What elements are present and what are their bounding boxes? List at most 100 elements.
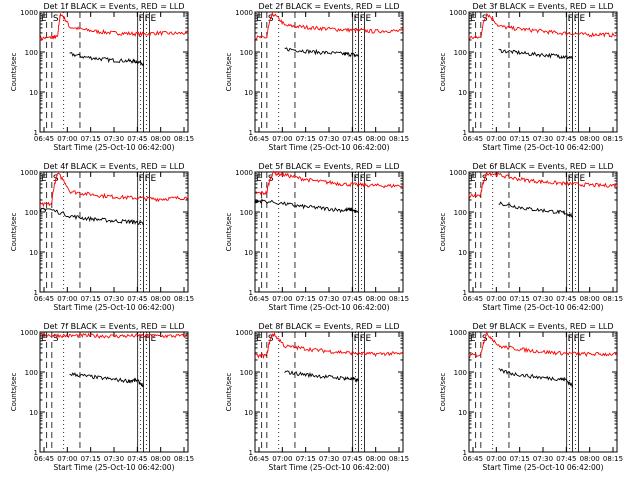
time-marker-label: E [366, 14, 372, 24]
chart-title: Det 9f BLACK = Events, RED = LLD [472, 322, 613, 331]
time-marker-label: F [145, 14, 150, 24]
chart-panel-2: Det 2f BLACK = Events, RED = LLD 1 10 100 10… [225, 2, 409, 152]
y-tick-label: 1000 [449, 329, 467, 337]
y-tick-label: 10 [458, 409, 467, 417]
x-tick-label: 07:15 [81, 135, 101, 143]
x-tick-label: 07:15 [510, 455, 530, 463]
x-tick-label: 08:15 [174, 135, 194, 143]
x-tick-label: 08:15 [389, 295, 409, 303]
y-tick-label: 1000 [235, 9, 253, 17]
y-tick-label: 1000 [20, 169, 38, 177]
time-marker-label: E [470, 174, 476, 184]
y-tick-label: 1 [34, 289, 38, 297]
x-axis-label: Start Time (25-Oct-10 06:42:00) [482, 143, 603, 152]
x-tick-label: 06:45 [249, 295, 269, 303]
x-tick-label: 06:45 [34, 135, 54, 143]
y-axis-label: Counts/sec [10, 213, 18, 252]
time-marker-label: E [151, 334, 157, 344]
x-tick-label: 07:00 [486, 455, 506, 463]
plot-frame [39, 331, 189, 453]
x-tick-label: 07:30 [319, 135, 339, 143]
x-tick-label: 08:00 [366, 135, 386, 143]
x-axis-label: Start Time (25-Oct-10 06:42:00) [268, 143, 389, 152]
plot-frame [468, 171, 618, 293]
time-marker-label: F [574, 334, 579, 344]
y-tick-label: 1 [249, 449, 253, 457]
y-axis-label: Counts/sec [10, 373, 18, 412]
y-tick-label: 10 [458, 89, 467, 97]
time-marker-label: F [354, 334, 359, 344]
y-axis-label: Counts/sec [10, 53, 18, 92]
y-tick-label: 100 [25, 49, 38, 57]
x-tick-label: 06:45 [34, 295, 54, 303]
y-tick-label: 10 [244, 409, 253, 417]
x-tick-label: 07:30 [319, 455, 339, 463]
series-line-events [254, 197, 359, 214]
x-tick-label: 07:15 [510, 295, 530, 303]
time-marker-label: F [574, 174, 579, 184]
chart-title: Det 4f BLACK = Events, RED = LLD [43, 162, 184, 171]
x-tick-label: 08:15 [603, 455, 623, 463]
x-tick-label: 06:45 [463, 455, 483, 463]
x-tick-label: 07:30 [533, 295, 553, 303]
x-tick-label: 07:45 [342, 135, 362, 143]
series-line-events [69, 372, 144, 388]
x-axis-label: Start Time (25-Oct-10 06:42:00) [53, 303, 174, 312]
series-line-events [498, 201, 574, 218]
time-marker-label: F [145, 174, 150, 184]
x-tick-label: 07:30 [319, 295, 339, 303]
x-tick-label: 07:30 [104, 135, 124, 143]
plot-frame [254, 11, 404, 133]
series-line-lld [468, 330, 618, 359]
time-marker-label: E [41, 334, 47, 344]
time-marker-label: E [470, 334, 476, 344]
series-line-lld [254, 170, 404, 196]
x-tick-label: 06:45 [34, 455, 54, 463]
chart-panel-5: Det 5f BLACK = Events, RED = LLD 1 10 100 10… [225, 162, 409, 312]
y-axis-label: Counts/sec [225, 213, 233, 252]
time-marker-label: E [41, 14, 47, 24]
x-axis-label: Start Time (25-Oct-10 06:42:00) [482, 303, 603, 312]
time-marker-label: F [139, 174, 144, 184]
y-tick-label: 1 [463, 289, 467, 297]
x-tick-label: 07:15 [510, 135, 530, 143]
x-tick-label: 07:45 [127, 295, 147, 303]
time-marker-label: E [151, 14, 157, 24]
chart-panel-6: Det 6f BLACK = Events, RED = LLD 1 10 100 10… [439, 162, 623, 312]
x-tick-label: 07:45 [127, 455, 147, 463]
time-marker-label: E [41, 174, 47, 184]
chart-panel-4: Det 4f BLACK = Events, RED = LLD 1 10 100 10… [10, 162, 194, 312]
series-line-lld [39, 13, 189, 41]
time-marker-label: E [151, 174, 157, 184]
y-axis-label: Counts/sec [439, 373, 447, 412]
x-axis-label: Start Time (25-Oct-10 06:42:00) [482, 463, 603, 472]
time-marker-label: S [268, 14, 274, 24]
x-tick-label: 07:45 [342, 455, 362, 463]
chart-panel-8: Det 8f BLACK = Events, RED = LLD 1 10 100 10… [225, 322, 409, 472]
time-marker-label: E [256, 174, 262, 184]
x-tick-label: 08:00 [366, 455, 386, 463]
y-tick-label: 100 [240, 49, 253, 57]
plot-frame [39, 171, 189, 293]
time-marker-label: E [580, 174, 586, 184]
x-tick-label: 08:00 [580, 135, 600, 143]
y-tick-label: 10 [29, 249, 38, 257]
x-tick-label: 07:45 [127, 135, 147, 143]
y-tick-label: 1 [34, 449, 38, 457]
x-axis-label: Start Time (25-Oct-10 06:42:00) [268, 303, 389, 312]
time-marker-label: E [580, 14, 586, 24]
chart-title: Det 8f BLACK = Events, RED = LLD [258, 322, 399, 331]
x-tick-label: 07:45 [556, 295, 576, 303]
x-tick-label: 08:15 [174, 295, 194, 303]
time-marker-label: F [360, 334, 365, 344]
plot-frame [468, 11, 618, 133]
chart-title: Det 1f BLACK = Events, RED = LLD [43, 2, 184, 11]
time-marker-label: F [568, 14, 573, 24]
time-marker-label: F [354, 14, 359, 24]
y-tick-label: 100 [454, 49, 467, 57]
y-tick-label: 1 [463, 449, 467, 457]
chart-title: Det 5f BLACK = Events, RED = LLD [258, 162, 399, 171]
series-line-events [498, 48, 573, 60]
time-marker-label: F [568, 174, 573, 184]
y-axis-label: Counts/sec [439, 53, 447, 92]
